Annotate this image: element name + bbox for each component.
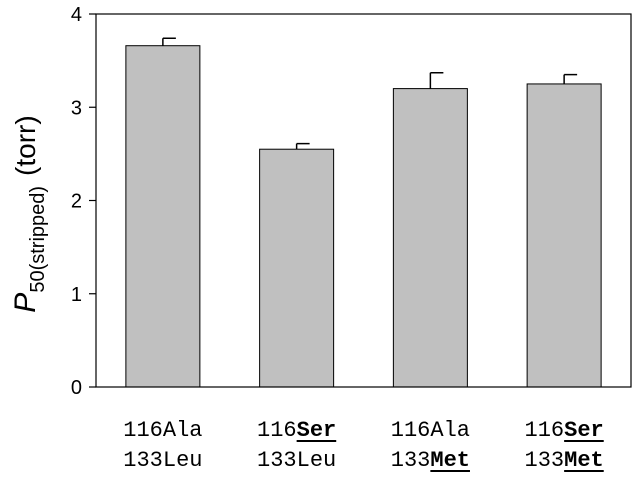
bar-4 xyxy=(526,83,602,388)
category-label-segment: 133Leu xyxy=(123,448,202,473)
y-axis-label-main: P xyxy=(9,293,42,313)
bar-2 xyxy=(259,148,335,388)
category-label-segment: 116Ala xyxy=(123,418,202,443)
y-tick-label-2: 2 xyxy=(71,191,82,213)
category-label-segment: Met xyxy=(564,448,604,473)
category-label-4-line2: 133Met xyxy=(525,448,604,473)
category-label-segment: Ser xyxy=(564,418,604,443)
category-label-segment: 133 xyxy=(391,448,431,473)
y-tick-label-1: 1 xyxy=(71,284,82,306)
bar-3 xyxy=(392,88,468,388)
category-label-1-line1: 116Ala xyxy=(123,418,202,443)
error-bars xyxy=(162,37,578,150)
category-label-3-line2: 133Met xyxy=(391,448,470,473)
y-tick-label-0: 0 xyxy=(71,377,82,399)
category-label-segment: 116 xyxy=(257,418,297,443)
category-label-segment: Ser xyxy=(297,418,337,443)
category-label-4-line1: 116Ser xyxy=(525,418,604,443)
svg-text:P50(stripped)(torr): P50(stripped) (torr) xyxy=(9,115,49,312)
y-axis-label: P50(stripped) (torr) xyxy=(9,115,49,312)
category-label-segment: Met xyxy=(430,448,470,473)
category-label-segment: 116 xyxy=(525,418,565,443)
category-label-3-line1: 116Ala xyxy=(391,418,470,443)
y-tick-label-3: 3 xyxy=(71,97,82,119)
category-label-2-line1: 116Ser xyxy=(257,418,336,443)
category-label-segment: 133 xyxy=(525,448,565,473)
y-axis-label-sub: 50(stripped) xyxy=(27,186,49,293)
y-ticks: 0 1 2 3 4 xyxy=(71,4,96,399)
bars xyxy=(125,45,602,388)
x-category-labels: 116Ala133Leu116Ser133Leu116Ala133Met116S… xyxy=(123,418,603,473)
category-label-2-line2: 133Leu xyxy=(257,448,336,473)
bar-1 xyxy=(125,45,201,388)
category-label-segment: 116Ala xyxy=(391,418,470,443)
y-axis-label-unit: (torr) xyxy=(10,115,41,176)
category-label-1-line2: 133Leu xyxy=(123,448,202,473)
category-label-segment: 133Leu xyxy=(257,448,336,473)
y-tick-label-4: 4 xyxy=(71,4,82,26)
